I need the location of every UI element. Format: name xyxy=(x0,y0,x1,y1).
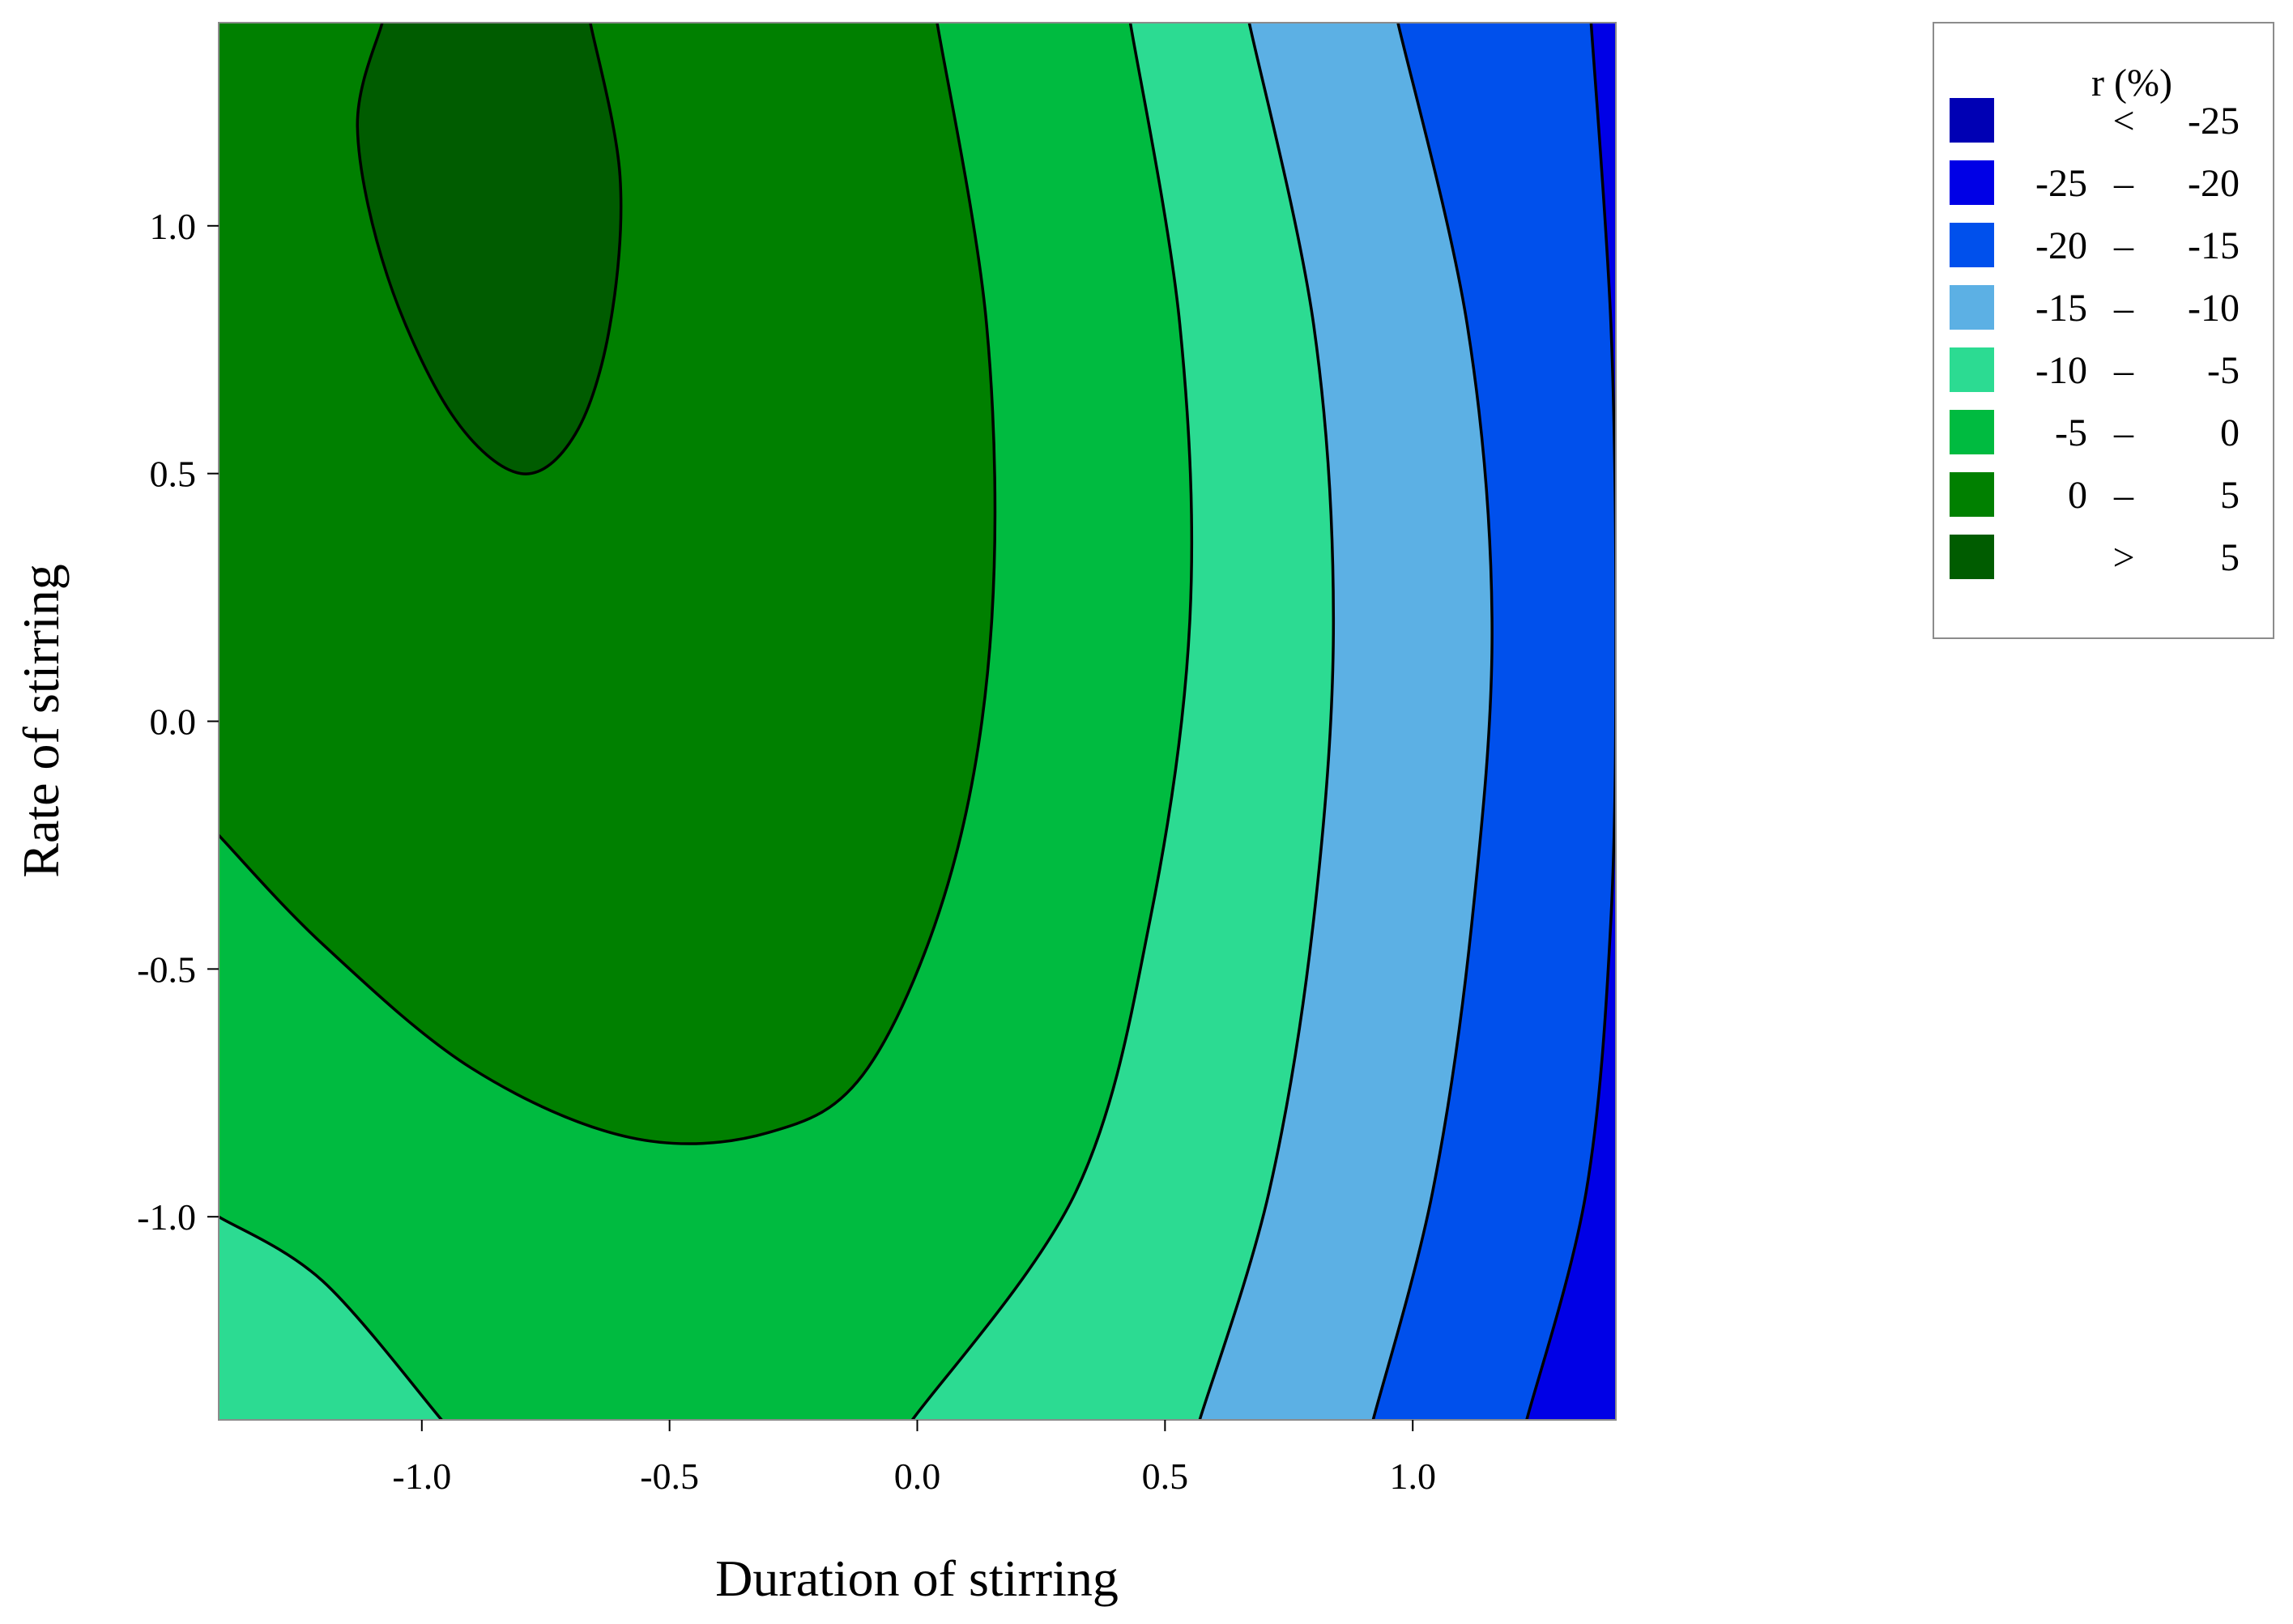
y-tick-label: 0.0 xyxy=(150,701,197,743)
x-tick-label: -1.0 xyxy=(392,1456,451,1497)
y-tick-label: 1.0 xyxy=(150,206,197,247)
legend-swatch xyxy=(1950,160,1994,205)
x-tick-label: 0.0 xyxy=(894,1456,941,1497)
contour-line-minus10-2 xyxy=(1198,23,1336,1420)
legend-low: -10 xyxy=(2035,349,2087,392)
y-tick-label: -0.5 xyxy=(137,948,196,990)
legend-high: -20 xyxy=(2188,162,2240,205)
legend-symbol: – xyxy=(2113,287,2134,330)
legend-symbol: – xyxy=(2113,349,2134,392)
y-axis: -1.0 -0.5 0.0 0.5 1.0 xyxy=(137,206,219,1238)
legend-high: 5 xyxy=(2220,536,2240,579)
legend-swatch xyxy=(1950,535,1994,579)
contour-line-minus5-4 xyxy=(219,1215,443,1420)
legend-swatch xyxy=(1950,472,1994,517)
x-tick-label: 0.5 xyxy=(1142,1456,1189,1497)
legend-low: -5 xyxy=(2055,411,2087,454)
legend-symbol: – xyxy=(2113,224,2134,267)
y-tick-label: 0.5 xyxy=(150,454,197,495)
plot-area xyxy=(218,22,1617,1421)
x-tick-label: 1.0 xyxy=(1389,1456,1436,1497)
legend-high: 0 xyxy=(2220,411,2240,454)
contour-line-0-5 xyxy=(219,23,997,1145)
contour-line-5-6 xyxy=(356,23,623,475)
legend-title: r (%) xyxy=(2091,62,2172,104)
legend-symbol: – xyxy=(2113,411,2134,454)
legend-low: 0 xyxy=(2068,474,2087,517)
y-axis-title: Rate of stirring xyxy=(12,564,70,877)
legend-swatch xyxy=(1950,98,1994,143)
legend: r (%) < -25-25– -20-20– -15-15– -10-10– -5-5–… xyxy=(1933,22,2274,639)
legend-high: -5 xyxy=(2207,349,2240,392)
x-tick-label: -0.5 xyxy=(640,1456,699,1497)
contour-band-corner-minus10-minus5 xyxy=(219,1217,442,1420)
legend-low: -20 xyxy=(2035,224,2087,267)
contour-line-minus5-3 xyxy=(910,23,1194,1420)
legend-swatch xyxy=(1950,223,1994,267)
legend-low: -25 xyxy=(2035,162,2087,205)
x-axis: -1.0 -0.5 0.0 0.5 1.0 xyxy=(392,1420,1436,1497)
legend-symbol: – xyxy=(2113,474,2134,517)
legend-symbol: > xyxy=(2112,536,2134,579)
legend-high: -10 xyxy=(2188,287,2240,330)
x-axis-title: Duration of stirring xyxy=(715,1549,1119,1607)
legend-high: -25 xyxy=(2188,100,2240,143)
legend-low: -15 xyxy=(2035,287,2087,330)
legend-swatch xyxy=(1950,285,1994,330)
legend-symbol: – xyxy=(2113,162,2134,205)
contour-line-minus15-1 xyxy=(1371,23,1494,1420)
legend-swatch xyxy=(1950,347,1994,392)
legend-high: -15 xyxy=(2188,224,2240,267)
legend-high: 5 xyxy=(2220,474,2240,517)
legend-symbol: < xyxy=(2112,100,2134,143)
y-tick-label: -1.0 xyxy=(137,1196,196,1238)
legend-swatch xyxy=(1950,410,1994,454)
